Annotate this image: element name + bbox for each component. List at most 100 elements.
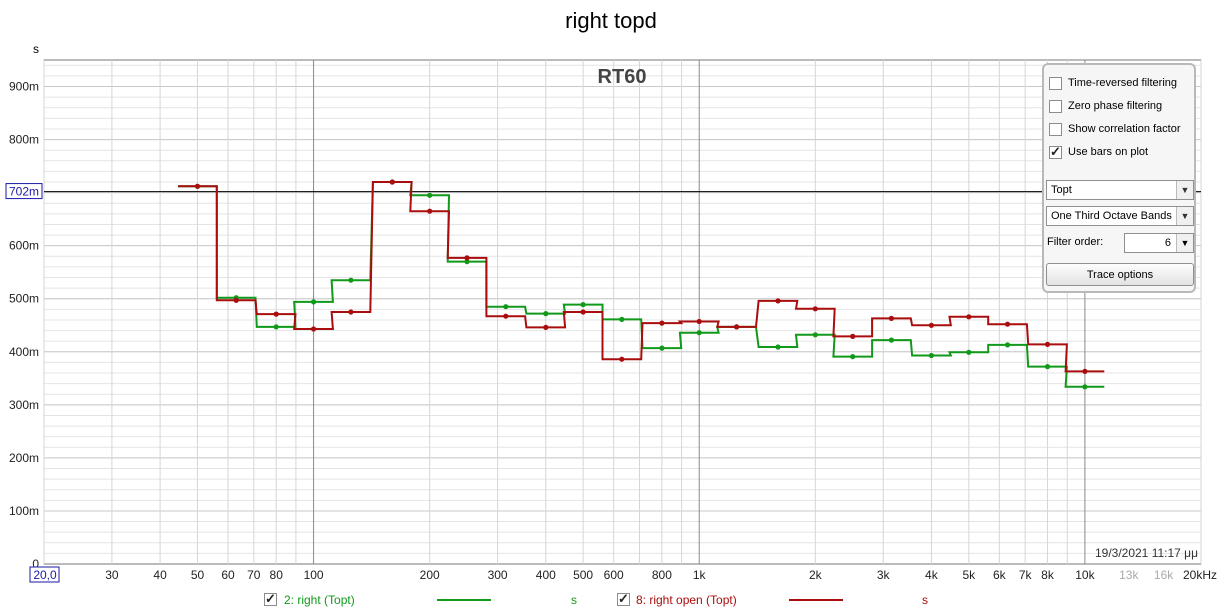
legend-swatch-series-1 xyxy=(437,599,491,601)
y-tick-label: 600m xyxy=(9,239,39,253)
y-tick-label: 400m xyxy=(9,345,39,359)
data-point xyxy=(850,354,856,360)
data-point xyxy=(696,318,702,325)
y-axis: 0 100m 200m 300m 400m 500m 600m 800m 900m 702m xyxy=(5,80,43,571)
x-tick-label: 800 xyxy=(652,568,672,582)
data-point xyxy=(348,309,354,315)
traces xyxy=(178,179,1105,390)
legend-checkbox-series-2[interactable] xyxy=(617,591,630,607)
y-tick-label: 800m xyxy=(9,133,39,147)
checkbox[interactable] xyxy=(1049,122,1062,136)
timestamp: 19/3/2021 11:17 μμ xyxy=(1094,546,1198,560)
legend-name-series-1: 2: right (Topt) xyxy=(284,593,355,607)
data-point xyxy=(389,179,395,185)
data-point xyxy=(619,356,625,362)
zero-phase-option[interactable]: Zero phase filtering xyxy=(1049,98,1162,114)
data-point xyxy=(888,315,895,321)
option-label: Show correlation factor xyxy=(1068,123,1181,135)
checkbox-checked[interactable] xyxy=(1049,144,1062,160)
series-line-2 xyxy=(178,181,1105,373)
data-point xyxy=(348,277,354,283)
trace-options-button[interactable]: Trace options xyxy=(1046,263,1194,286)
data-point xyxy=(1044,364,1051,370)
legend-name-series-2: 8: right open (Topt) xyxy=(636,593,737,607)
plot-area xyxy=(43,59,1202,565)
data-point xyxy=(928,322,935,328)
option-label: Use bars on plot xyxy=(1068,146,1149,158)
data-point xyxy=(273,311,279,317)
y-axis-unit: s xyxy=(33,42,39,56)
x-tick-label: 7k xyxy=(1019,568,1033,582)
checkbox[interactable] xyxy=(1049,76,1062,90)
x-tick-label: 5k xyxy=(962,568,976,582)
data-point xyxy=(311,299,317,305)
filter-order-label: Filter order: xyxy=(1047,236,1104,248)
data-point xyxy=(503,313,509,319)
x-tick-label: 6k xyxy=(993,568,1007,582)
data-point xyxy=(966,314,972,320)
y-tick-label: 200m xyxy=(9,451,39,465)
y-tick-label: 500m xyxy=(9,292,39,306)
band-select-value: One Third Octave Bands xyxy=(1051,210,1172,222)
x-tick-label: 3k xyxy=(877,568,891,582)
graph-title: right topd xyxy=(565,8,657,33)
band-select[interactable]: One Third Octave Bands ▼ xyxy=(1046,206,1194,226)
x-tick-label: 4k xyxy=(925,568,939,582)
data-point xyxy=(659,345,665,351)
data-point xyxy=(543,324,549,330)
data-point xyxy=(812,306,818,312)
legend-swatch-series-2 xyxy=(789,599,843,601)
x-tick-label: 40 xyxy=(153,568,167,582)
chevron-down-icon[interactable]: ▼ xyxy=(1176,234,1193,252)
x-tick-label: 70 xyxy=(247,568,261,582)
x-tick-label: 10k xyxy=(1075,568,1095,582)
filter-order-row: Filter order: 6 ▼ xyxy=(1047,233,1195,253)
x-start-label-box xyxy=(29,566,60,583)
y-tick-label: 100m xyxy=(9,504,39,518)
marker-label: 702m xyxy=(9,185,39,199)
data-point xyxy=(580,309,586,315)
data-point xyxy=(1082,384,1088,390)
correlation-option[interactable]: Show correlation factor xyxy=(1049,121,1181,137)
legend-checkbox-series-1[interactable] xyxy=(264,591,277,607)
data-point xyxy=(1004,342,1011,348)
data-point xyxy=(775,298,781,304)
rt60-chart: 0 100m 200m 300m 400m 500m 600m 800m 900m 702m 20… xyxy=(5,59,1217,583)
x-tick-label: 600 xyxy=(604,568,624,582)
x-tick-label: 60 xyxy=(221,568,235,582)
chevron-down-icon[interactable]: ▼ xyxy=(1176,181,1193,199)
x-tick-label: 2k xyxy=(809,568,823,582)
data-point xyxy=(580,302,586,308)
filter-order-select[interactable]: 6 ▼ xyxy=(1124,233,1194,253)
data-point xyxy=(928,352,935,359)
data-point xyxy=(464,259,470,265)
data-point xyxy=(1082,368,1088,374)
x-tick-label: 100 xyxy=(304,568,324,582)
y-tick-label: 300m xyxy=(9,398,39,412)
time-reversed-option[interactable]: Time-reversed filtering xyxy=(1049,75,1177,91)
x-tick-label: 20kHz xyxy=(1183,568,1217,582)
data-point xyxy=(464,255,470,261)
checkbox[interactable] xyxy=(1049,99,1062,113)
data-point xyxy=(427,192,433,198)
y-tick-label: 0 xyxy=(32,557,39,571)
data-point xyxy=(734,324,740,330)
data-point xyxy=(311,326,317,332)
x-tick-label: 400 xyxy=(536,568,556,582)
data-point xyxy=(1044,341,1051,347)
data-point xyxy=(966,349,972,355)
data-point xyxy=(543,311,549,317)
data-point xyxy=(427,208,433,214)
chevron-down-icon[interactable]: ▼ xyxy=(1176,207,1193,225)
data-point xyxy=(273,324,279,330)
metric-select[interactable]: Topt ▼ xyxy=(1046,180,1194,200)
legend: 2: right (Topt) s 8: right open (Topt) s xyxy=(0,591,1222,610)
x-tick-label: 16k xyxy=(1154,568,1174,582)
y-tick-label: 900m xyxy=(9,80,39,94)
legend-unit-series-1: s xyxy=(571,593,577,607)
data-point xyxy=(888,337,895,343)
options-panel: Time-reversed filtering Zero phase filte… xyxy=(1042,63,1196,293)
bars-option[interactable]: Use bars on plot xyxy=(1049,144,1148,160)
legend-unit-series-2: s xyxy=(922,593,928,607)
x-tick-label: 80 xyxy=(270,568,284,582)
